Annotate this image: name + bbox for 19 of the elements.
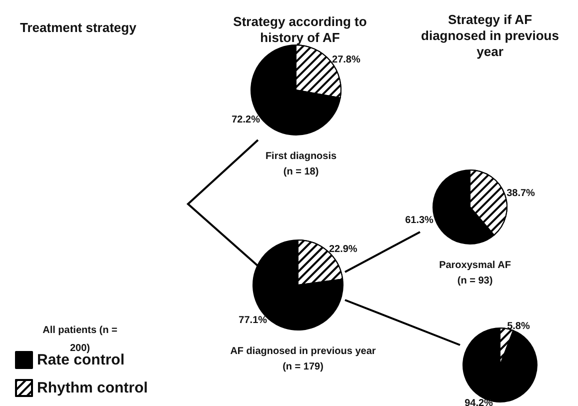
- text: (n = 18): [283, 166, 319, 178]
- data-label: 77.1%: [238, 314, 268, 326]
- text: First diagnosis: [265, 151, 337, 162]
- text: (n = 179): [282, 362, 324, 372]
- text: Strategy according to history of AF: [232, 14, 368, 46]
- text: All patients (n = 200): [42, 324, 118, 354]
- data-label: 61.3%: [405, 215, 434, 226]
- text: Paroxysmal AF: [439, 260, 511, 271]
- data-label: 27.8%: [332, 54, 360, 66]
- text: AF diagnosed in previous year: [230, 346, 376, 357]
- legend-label: Rhythm control: [37, 380, 148, 396]
- data-label: 22.9%: [328, 244, 358, 256]
- text: Treatment strategy: [20, 20, 136, 35]
- text: (n = 93): [457, 276, 493, 286]
- data-label: 72.2%: [232, 114, 260, 126]
- data-label: 5.8%: [507, 321, 530, 332]
- text: Strategy if AF diagnosed in previous year: [420, 12, 560, 60]
- data-label: 94.2%: [464, 398, 494, 406]
- data-label: 38.7%: [506, 188, 536, 199]
